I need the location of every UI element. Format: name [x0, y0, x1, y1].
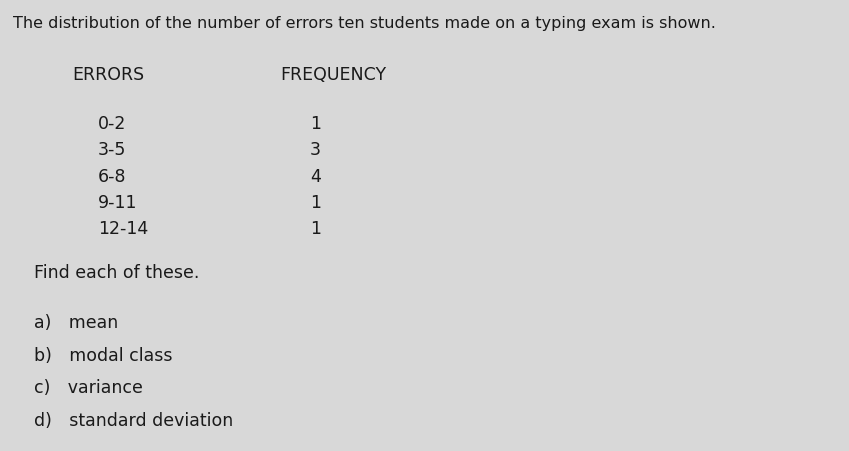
Text: Find each of these.: Find each of these. [34, 264, 200, 282]
Text: 6-8: 6-8 [98, 167, 127, 185]
Text: a) mean: a) mean [34, 313, 118, 331]
Text: 9-11: 9-11 [98, 193, 138, 212]
Text: ERRORS: ERRORS [72, 65, 144, 83]
Text: c) variance: c) variance [34, 378, 143, 396]
Text: 1: 1 [310, 220, 321, 238]
Text: d) standard deviation: d) standard deviation [34, 411, 233, 429]
Text: 4: 4 [310, 167, 321, 185]
Text: 1: 1 [310, 193, 321, 212]
Text: 0-2: 0-2 [98, 115, 126, 133]
Text: 3-5: 3-5 [98, 141, 126, 159]
Text: 1: 1 [310, 115, 321, 133]
Text: The distribution of the number of errors ten students made on a typing exam is s: The distribution of the number of errors… [13, 16, 716, 31]
Text: b) modal class: b) modal class [34, 346, 172, 364]
Text: 12-14: 12-14 [98, 220, 148, 238]
Text: FREQUENCY: FREQUENCY [280, 65, 386, 83]
Text: 3: 3 [310, 141, 321, 159]
